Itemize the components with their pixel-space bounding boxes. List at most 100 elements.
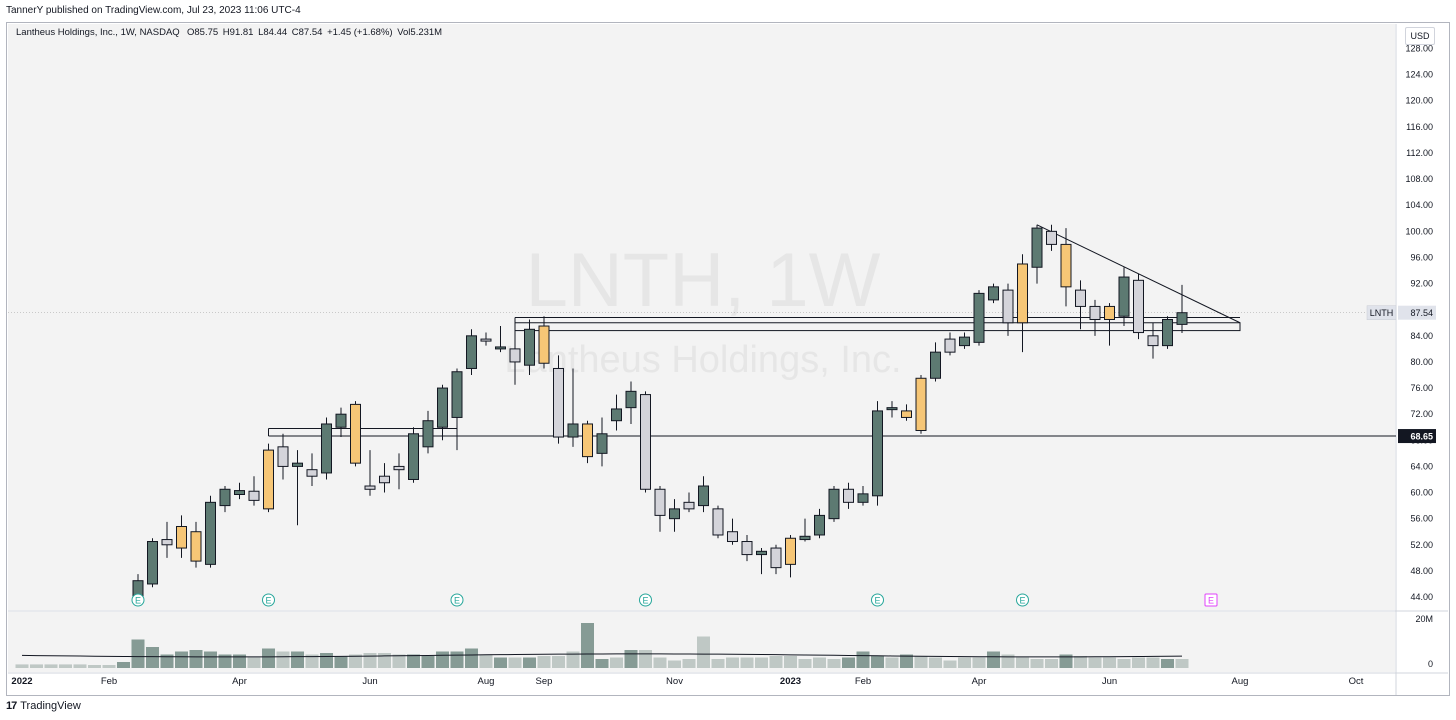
volume-bar xyxy=(1045,659,1058,668)
volume-bar xyxy=(639,650,652,668)
volume-bar xyxy=(1074,656,1087,668)
volume-bar xyxy=(1088,657,1102,668)
candle-body xyxy=(451,371,463,418)
volume-bar xyxy=(262,648,275,668)
published-header: TannerY published on TradingView.com, Ju… xyxy=(6,5,301,16)
volume-bar xyxy=(465,648,478,668)
candle-body xyxy=(524,328,535,366)
candle xyxy=(712,505,724,539)
volume-bar xyxy=(595,659,609,668)
x-tick-label: Apr xyxy=(232,676,247,687)
volume-bar xyxy=(421,656,435,668)
candle-body xyxy=(495,346,506,350)
tradingview-logo-icon: 17 xyxy=(6,700,17,712)
candle xyxy=(277,433,289,480)
candle-body xyxy=(785,537,796,565)
y-tick-label: 52.00 xyxy=(1410,540,1433,550)
y-tick-label: 92.00 xyxy=(1410,279,1433,289)
candle-body xyxy=(886,407,898,411)
candle-body xyxy=(480,338,492,342)
currency-button[interactable]: USD xyxy=(1405,27,1435,45)
volume-bar xyxy=(813,657,826,668)
candle xyxy=(1060,228,1072,307)
volume-bar xyxy=(349,654,362,668)
volume-bar xyxy=(189,650,203,668)
candle xyxy=(683,492,695,513)
candle xyxy=(582,420,593,464)
candle-body xyxy=(654,488,666,516)
earnings-label: E xyxy=(1208,596,1214,606)
candle xyxy=(1017,254,1028,353)
candle-body xyxy=(263,449,274,510)
candle-body xyxy=(364,485,376,490)
y-tick-label: 48.00 xyxy=(1410,566,1433,576)
volume-bar xyxy=(175,651,188,668)
x-tick-label: Feb xyxy=(855,676,871,687)
y-tick-label: 56.00 xyxy=(1410,514,1433,524)
y-tick-label: 124.00 xyxy=(1405,70,1433,80)
candle-body xyxy=(582,423,593,458)
earnings-marker: E xyxy=(450,593,464,607)
volume-bar xyxy=(769,656,783,668)
symbol-legend: Lantheus Holdings, Inc., 1W, NASDAQ O85.… xyxy=(16,27,444,38)
x-tick-label: 2022 xyxy=(11,676,32,687)
candle xyxy=(364,450,376,496)
earnings-badge xyxy=(131,593,145,607)
volume-bar xyxy=(30,664,43,668)
candle xyxy=(1118,267,1130,327)
volume-ma-line xyxy=(21,653,1183,658)
volume-bar xyxy=(1161,659,1174,668)
volume-bar xyxy=(88,665,101,668)
volume-bar xyxy=(276,651,290,668)
candle xyxy=(567,368,579,447)
volume-bar xyxy=(856,651,870,668)
volume-bar xyxy=(653,657,667,668)
candle xyxy=(1002,283,1014,336)
candle-body xyxy=(1147,335,1159,347)
volume-bar xyxy=(900,654,913,668)
volume-bar xyxy=(885,657,899,668)
candle-body xyxy=(205,501,216,565)
candle-body xyxy=(1104,305,1115,320)
volume-bar xyxy=(218,654,232,668)
candle xyxy=(669,499,680,532)
last-price-tag-label: 87.54 xyxy=(1410,308,1433,318)
candle-body xyxy=(611,408,622,422)
candle-body xyxy=(335,413,347,428)
earnings-badge xyxy=(639,593,652,607)
volume-bar xyxy=(494,657,507,668)
candle xyxy=(321,417,332,480)
volume-bar xyxy=(784,656,797,668)
volume-bar xyxy=(842,657,855,668)
volume-bar xyxy=(73,664,87,668)
candle-body xyxy=(1089,305,1101,320)
horizontal-line-tag-box xyxy=(1398,429,1436,444)
volume-bar xyxy=(117,662,130,668)
volume-bar xyxy=(827,659,841,668)
candle xyxy=(756,548,767,575)
y-tick-label: 80.00 xyxy=(1410,357,1433,367)
earnings-label: E xyxy=(874,596,880,606)
candle-body xyxy=(596,433,608,454)
candle-body xyxy=(321,423,332,474)
volume-bar xyxy=(247,657,261,668)
volume-bar xyxy=(1103,657,1116,668)
candle-body xyxy=(553,367,564,438)
candle-body xyxy=(843,488,854,503)
candle-body xyxy=(219,488,231,507)
volume-bar xyxy=(943,660,957,668)
volume-bar xyxy=(711,659,725,668)
candle-body xyxy=(1133,279,1144,334)
candle-body xyxy=(1017,263,1028,324)
footer-branding[interactable]: 17 TradingView xyxy=(6,697,81,715)
y-tick-label: 120.00 xyxy=(1405,96,1433,106)
volume-bar xyxy=(59,664,72,668)
candle xyxy=(538,316,550,369)
volume-bar xyxy=(160,654,174,668)
candle-body xyxy=(741,541,753,556)
y-tick-label: 128.00 xyxy=(1405,44,1433,54)
candle-body xyxy=(857,493,869,503)
candle-body xyxy=(1060,243,1072,288)
earnings-label: E xyxy=(642,596,648,606)
